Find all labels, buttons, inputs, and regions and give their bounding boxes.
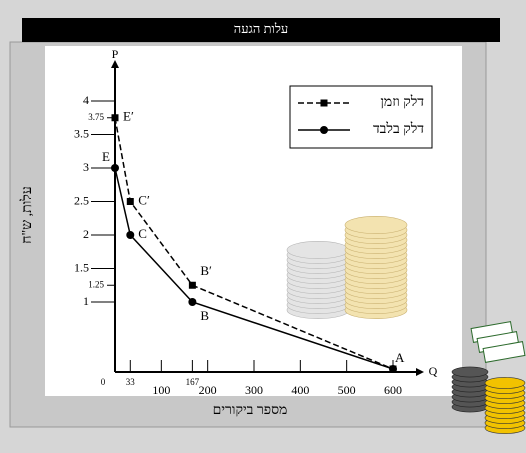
x-arrow — [416, 368, 424, 376]
y-arrow — [111, 60, 119, 68]
x-axis-title: מספר ביקורים — [213, 403, 288, 418]
x-tick-label: 500 — [338, 383, 356, 397]
x-tick-label: 100 — [152, 383, 170, 397]
y-tick-label: 1 — [83, 294, 89, 308]
x-tick-label: 300 — [245, 383, 263, 397]
legend-label: דלק וזמן — [380, 94, 424, 110]
x-axis-name: Q — [429, 364, 438, 378]
y-tick-label: 3.5 — [74, 126, 89, 140]
x-tick-label: 200 — [199, 383, 217, 397]
point-label: A — [395, 350, 405, 365]
point — [188, 281, 196, 289]
point-label: E — [102, 149, 110, 164]
point-label: E′ — [123, 109, 134, 124]
y-tick-label: 2.5 — [74, 193, 89, 207]
coin — [286, 241, 350, 259]
y-tick-label: 1.5 — [74, 260, 89, 274]
coin — [451, 366, 489, 378]
y-axis-name: P — [112, 47, 119, 61]
title-bar — [22, 18, 500, 42]
y-tick-label: 2 — [83, 227, 89, 241]
coins — [286, 216, 526, 434]
legend-box — [289, 85, 433, 149]
series-line — [114, 117, 394, 370]
legend-label: דלק בלבד — [373, 121, 424, 137]
x-tick-label: 0 — [101, 377, 106, 387]
bill — [482, 341, 526, 363]
y-axis-title: עלות, ש"ח — [19, 186, 35, 244]
point-label: B′ — [200, 263, 212, 278]
series-line — [114, 167, 394, 370]
x-tick-label: 400 — [291, 383, 309, 397]
point-label: C′ — [138, 192, 150, 207]
point — [126, 198, 134, 205]
coin — [344, 216, 408, 234]
x-tick-label: 600 — [384, 383, 402, 397]
point — [389, 365, 397, 373]
point — [111, 114, 119, 122]
y-tick-label: 3.75 — [88, 112, 104, 122]
point — [126, 231, 135, 239]
point — [111, 164, 119, 172]
point-label: C — [138, 226, 147, 241]
point — [188, 298, 197, 306]
y-tick-label: 1.25 — [88, 279, 104, 289]
x-tick-label: 167 — [186, 377, 200, 387]
x-tick-label: 33 — [126, 377, 136, 387]
chart-title: עלות הגעה — [234, 21, 289, 36]
legend-marker — [320, 126, 328, 134]
coin — [484, 377, 526, 389]
legend-marker — [320, 99, 328, 107]
y-tick-label: 3 — [83, 160, 89, 174]
point-label: B — [200, 308, 209, 323]
y-tick-label: 4 — [83, 93, 89, 107]
